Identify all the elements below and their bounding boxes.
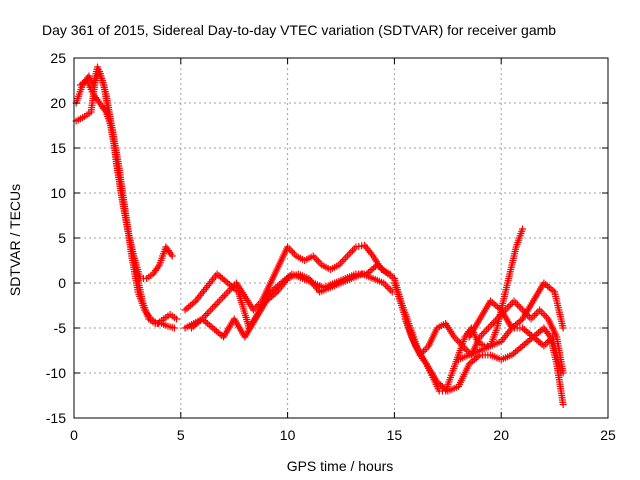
data-point-marker xyxy=(519,225,527,233)
data-point-marker xyxy=(559,401,567,408)
data-point-marker xyxy=(168,252,176,260)
x-tick-label: 10 xyxy=(280,427,296,443)
chart-title: Day 361 of 2015, Sidereal Day-to-day VTE… xyxy=(42,22,556,38)
x-tick-label: 15 xyxy=(387,427,403,443)
y-axis-label: SDTVAR / TECUs xyxy=(7,184,23,296)
axis-ticks: 0 5 10 15 20 25 -15 -10 -5 0 5 10 15 20 25 xyxy=(46,50,616,443)
y-tick-label: 15 xyxy=(50,140,66,156)
data-point-marker xyxy=(557,369,565,377)
y-tick-label: -5 xyxy=(54,320,67,336)
y-tick-label: -10 xyxy=(46,365,66,381)
y-tick-label: -15 xyxy=(46,410,66,426)
y-tick-label: 20 xyxy=(50,95,66,111)
data-point-marker xyxy=(559,324,567,332)
data-point-marker xyxy=(173,315,181,323)
y-tick-label: 10 xyxy=(50,185,66,201)
y-tick-label: 0 xyxy=(58,275,66,291)
x-axis-label: GPS time / hours xyxy=(287,458,394,474)
x-tick-label: 5 xyxy=(177,427,185,443)
x-tick-label: 25 xyxy=(600,427,616,443)
x-tick-label: 0 xyxy=(70,427,78,443)
y-tick-label: 5 xyxy=(58,230,66,246)
x-tick-label: 20 xyxy=(493,427,509,443)
data-point-marker xyxy=(170,324,178,332)
y-tick-label: 25 xyxy=(50,50,66,66)
data-points xyxy=(72,63,567,408)
